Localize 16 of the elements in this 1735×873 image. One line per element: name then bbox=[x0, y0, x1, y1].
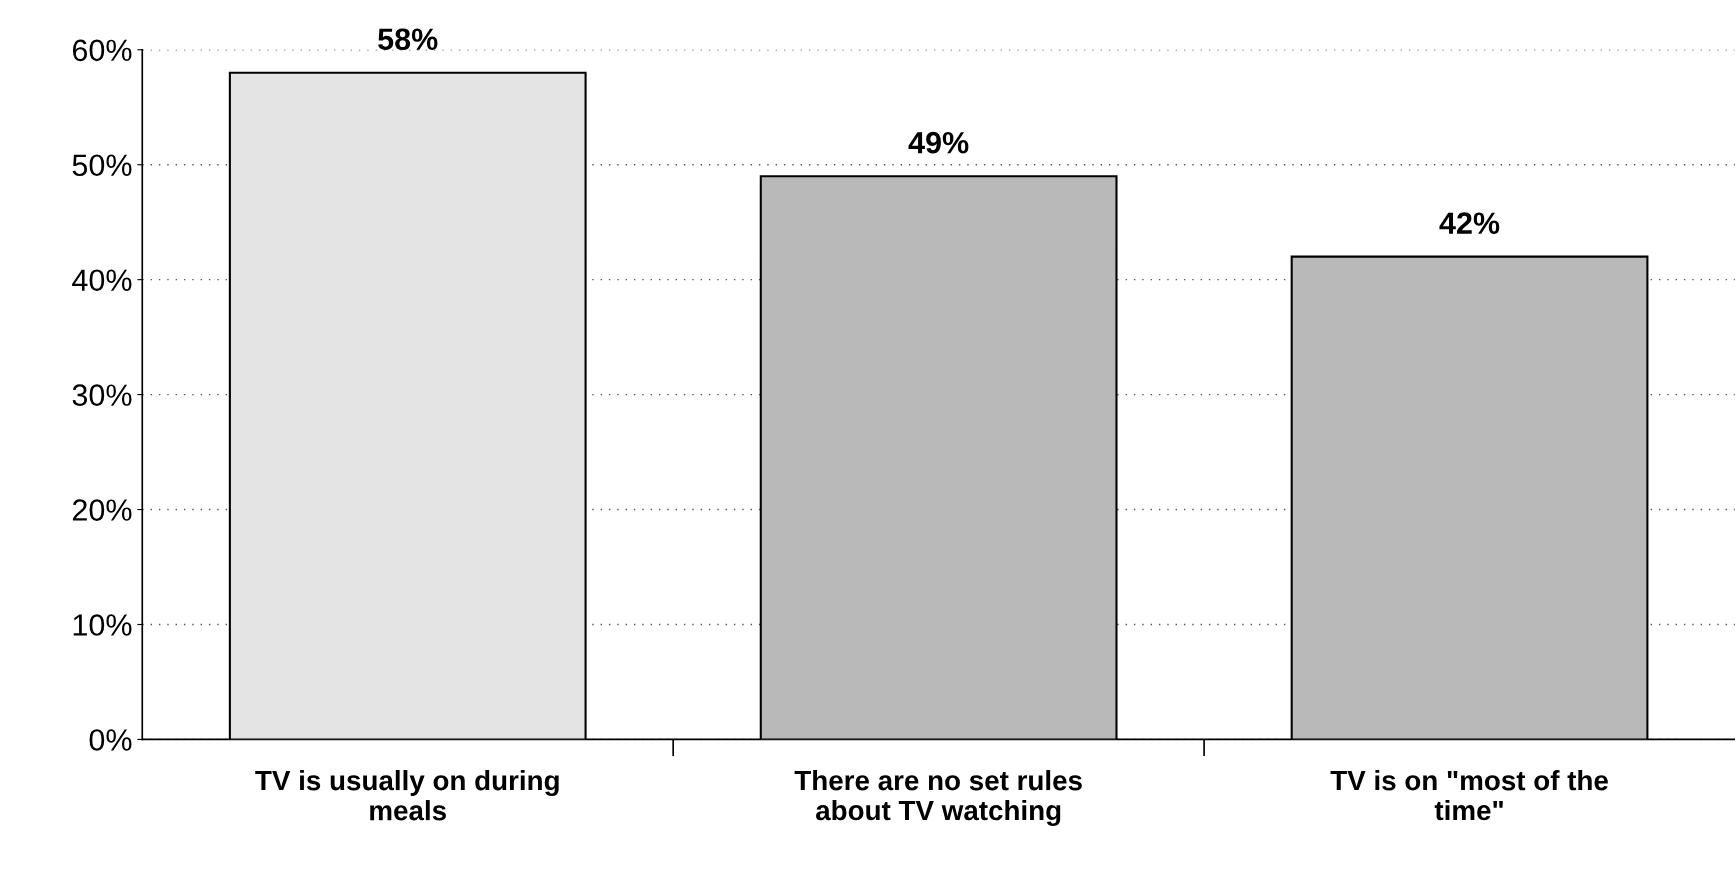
y-tick-label: 50% bbox=[72, 154, 132, 177]
x-tick-label: TV is on "most of the time" bbox=[1330, 769, 1608, 821]
y-tick-label: 60% bbox=[72, 39, 132, 62]
y-tick-label: 30% bbox=[72, 384, 132, 406]
y-tick-label: 40% bbox=[72, 269, 132, 292]
bar bbox=[1290, 255, 1649, 740]
y-tick-label: 0% bbox=[89, 729, 132, 751]
x-tick-label: TV is usually on during meals bbox=[255, 769, 559, 821]
data-label: 42% bbox=[1439, 212, 1500, 234]
x-tick-label: There are no set rules about TV watching bbox=[794, 769, 1082, 826]
bar bbox=[759, 175, 1118, 740]
y-tick-label: 20% bbox=[72, 499, 132, 521]
y-tick-label: 10% bbox=[73, 614, 132, 636]
bar bbox=[228, 71, 587, 740]
data-label: 49% bbox=[908, 131, 969, 154]
data-label: 58% bbox=[378, 28, 438, 51]
